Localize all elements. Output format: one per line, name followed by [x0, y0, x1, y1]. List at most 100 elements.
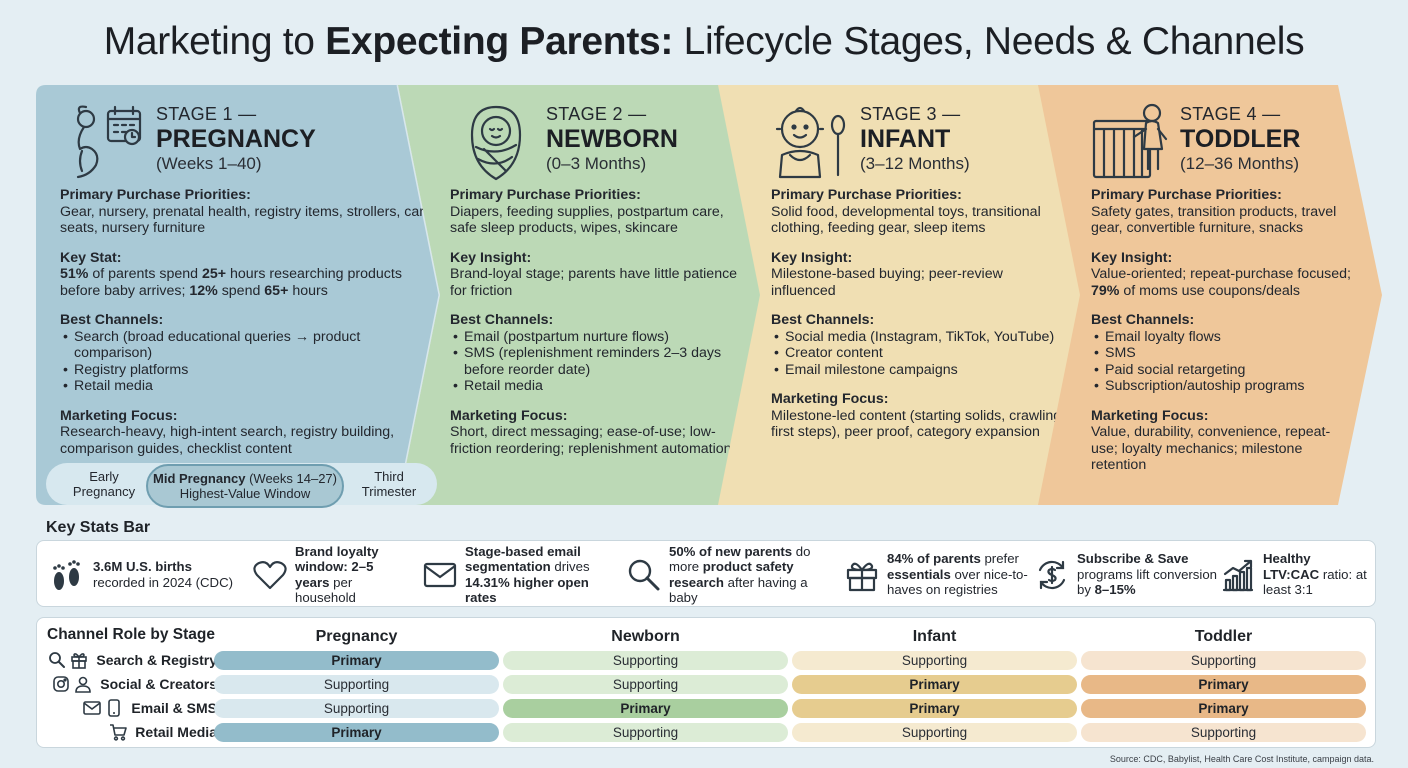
- row-label-retail-media: Retail Media: [47, 722, 217, 742]
- stat-email-segmentation: Stage-based email segmentation drives 14…: [423, 541, 623, 608]
- row-label-search-registry: Search & Registry: [47, 650, 217, 670]
- list-item: Creator content: [771, 345, 1071, 362]
- row-label-text: Social & Creators: [100, 676, 217, 692]
- key-stats-bar: 3.6M U.S. births recorded in 2024 (CDC) …: [36, 540, 1376, 607]
- stage-range: (12–36 Months): [1180, 154, 1300, 173]
- column-header-toddler: Toddler: [1194, 628, 1253, 645]
- channel-role-cell: Supporting: [503, 651, 788, 670]
- column-header-newborn: Newborn: [611, 628, 680, 645]
- phone-icon: [108, 699, 121, 717]
- channel-role-cell: Primary: [1081, 675, 1366, 694]
- row-label-email-sms: Email & SMS: [47, 698, 217, 718]
- baby-footprints-icon: [53, 559, 80, 590]
- marketing-focus: Marketing Focus: Value, durability, conv…: [1091, 407, 1331, 474]
- chevron-background: [1038, 85, 1382, 505]
- pregnant-woman-calendar-icon: [76, 105, 142, 179]
- stage-name: PREGNANCY: [156, 125, 316, 153]
- instagram-icon: [53, 676, 70, 692]
- stage-name: TODDLER: [1180, 125, 1301, 153]
- stat-brand-loyalty: Brand loyalty window: 2–5 years per hous…: [253, 541, 413, 608]
- channel-role-cell: Primary: [214, 723, 499, 742]
- key-insight: Key Insight: Milestone-based buying; pee…: [771, 249, 1003, 299]
- row-label-social-creators: Social & Creators: [47, 674, 217, 694]
- best-channels: Best Channels: Search (broad educational…: [60, 312, 430, 395]
- source-note: Source: CDC, Babylist, Health Care Cost …: [1109, 754, 1374, 764]
- channel-role-cell: Primary: [1081, 699, 1366, 718]
- column-header-pregnancy: Pregnancy: [315, 628, 398, 645]
- stage-card-newborn: STAGE 2 — NEWBORN (0–3 Months) Primary P…: [398, 85, 800, 505]
- channel-role-cell: Primary: [792, 699, 1077, 718]
- marketing-focus: Marketing Focus: Research-heavy, high-in…: [60, 407, 395, 457]
- dollar-cycle-icon: [1038, 560, 1066, 589]
- stage-number: STAGE 3 —: [860, 104, 961, 124]
- trimester-third: Third Trimester: [361, 469, 417, 499]
- marketing-focus: Marketing Focus: Short, direct messaging…: [450, 407, 732, 457]
- list-item: Retail media: [450, 378, 750, 395]
- marketing-focus: Marketing Focus: Milestone-led content (…: [771, 391, 1066, 440]
- magnifier-icon: [628, 559, 660, 590]
- row-label-text: Retail Media: [135, 724, 217, 740]
- best-channels: Best Channels: Email loyalty flows SMS P…: [1091, 312, 1351, 395]
- gift-icon: [846, 562, 878, 591]
- stage-range: (Weeks 1–40): [156, 154, 262, 173]
- list-item: Search (broad educational queries → prod…: [60, 329, 430, 362]
- stat-subscribe-save: Subscribe & Save programs lift conversio…: [1035, 541, 1219, 608]
- channel-role-cell: Supporting: [792, 723, 1077, 742]
- channel-role-cell: Supporting: [214, 675, 499, 694]
- key-stat: Key Stat: 51% of parents spend 25+ hours…: [60, 249, 402, 299]
- stage-card-infant: STAGE 3 — INFANT (3–12 Months) Primary P…: [718, 85, 1122, 505]
- stage-card-pregnancy: STAGE 1 — PREGNANCY (Weeks 1–40) Primary…: [36, 85, 440, 505]
- stat-registry-essentials: 84% of parents prefer essentials over ni…: [845, 541, 1031, 608]
- stage-chevrons: STAGE 1 — PREGNANCY (Weeks 1–40) Primary…: [36, 85, 1382, 505]
- list-item: Subscription/autoship programs: [1091, 378, 1351, 395]
- key-stats-title: Key Stats Bar: [46, 519, 151, 536]
- best-channels: Best Channels: Email (postpartum nurture…: [450, 312, 750, 395]
- list-item: Social media (Instagram, TikTok, YouTube…: [771, 329, 1071, 346]
- stage-name: INFANT: [860, 125, 951, 153]
- channel-role-table: Channel Role by Stage Pregnancy Newborn In…: [36, 617, 1376, 748]
- stage-range: (0–3 Months): [546, 154, 647, 173]
- stage-card-toddler: STAGE 4 — TODDLER (12–36 Months) Primary…: [1038, 85, 1382, 505]
- baby-with-spoon-icon: [775, 106, 846, 179]
- trimester-timeline: Early Pregnancy Mid Pregnancy (Weeks 14–…: [46, 463, 437, 508]
- stage-range: (3–12 Months): [860, 154, 970, 173]
- list-item: Email loyalty flows: [1091, 329, 1351, 346]
- list-item: Paid social retargeting: [1091, 362, 1351, 379]
- purchase-priorities: Primary Purchase Priorities: Safety gate…: [1091, 187, 1337, 236]
- list-item: Email milestone campaigns: [771, 362, 1071, 379]
- purchase-priorities: Primary Purchase Priorities: Solid food,…: [771, 187, 1041, 236]
- toddler-safety-gate-icon: [1092, 103, 1168, 179]
- stat-ltv-cac: Healthy LTV:CAC ratio: at least 3:1: [1221, 541, 1371, 608]
- channel-role-cell: Primary: [503, 699, 788, 718]
- channel-role-cell: Primary: [792, 675, 1077, 694]
- stage-number: STAGE 2 —: [546, 104, 647, 124]
- search-icon: [49, 652, 66, 668]
- channel-role-cell: Supporting: [1081, 651, 1366, 670]
- best-channels: Best Channels: Social media (Instagram, …: [771, 312, 1071, 378]
- row-label-text: Email & SMS: [131, 700, 217, 716]
- list-item: Retail media: [60, 378, 430, 395]
- list-item: Registry platforms: [60, 362, 430, 379]
- gift-icon: [71, 653, 88, 669]
- growth-chart-icon: [1222, 559, 1254, 591]
- channel-role-cell: Supporting: [503, 675, 788, 694]
- swaddled-baby-icon: [470, 105, 522, 181]
- column-header-infant: Infant: [912, 628, 957, 645]
- purchase-priorities: Primary Purchase Priorities: Gear, nurse…: [60, 187, 425, 236]
- stat-births: 3.6M U.S. births recorded in 2024 (CDC): [49, 541, 239, 608]
- purchase-priorities: Primary Purchase Priorities: Diapers, fe…: [450, 187, 724, 236]
- page-title: Marketing to Expecting Parents: Lifecycl…: [103, 20, 1305, 63]
- row-label-text: Search & Registry: [96, 652, 217, 668]
- heart-icon: [253, 560, 287, 589]
- list-item: Email (postpartum nurture flows): [450, 329, 750, 346]
- channel-role-cell: Supporting: [792, 651, 1077, 670]
- list-item: SMS: [1091, 345, 1351, 362]
- stage-number: STAGE 4 —: [1180, 104, 1281, 124]
- trimester-early: Early Pregnancy: [72, 469, 136, 499]
- list-item: SMS (replenishment reminders 2–3 days be…: [450, 345, 750, 378]
- key-insight: Key Insight: Value-oriented; repeat-purc…: [1091, 249, 1352, 299]
- key-insight: Key Insight: Brand-loyal stage; parents …: [450, 249, 738, 299]
- cart-icon: [110, 724, 128, 741]
- stat-safety-research: 50% of new parents do more product safet…: [627, 541, 837, 608]
- channel-role-cell: Supporting: [214, 699, 499, 718]
